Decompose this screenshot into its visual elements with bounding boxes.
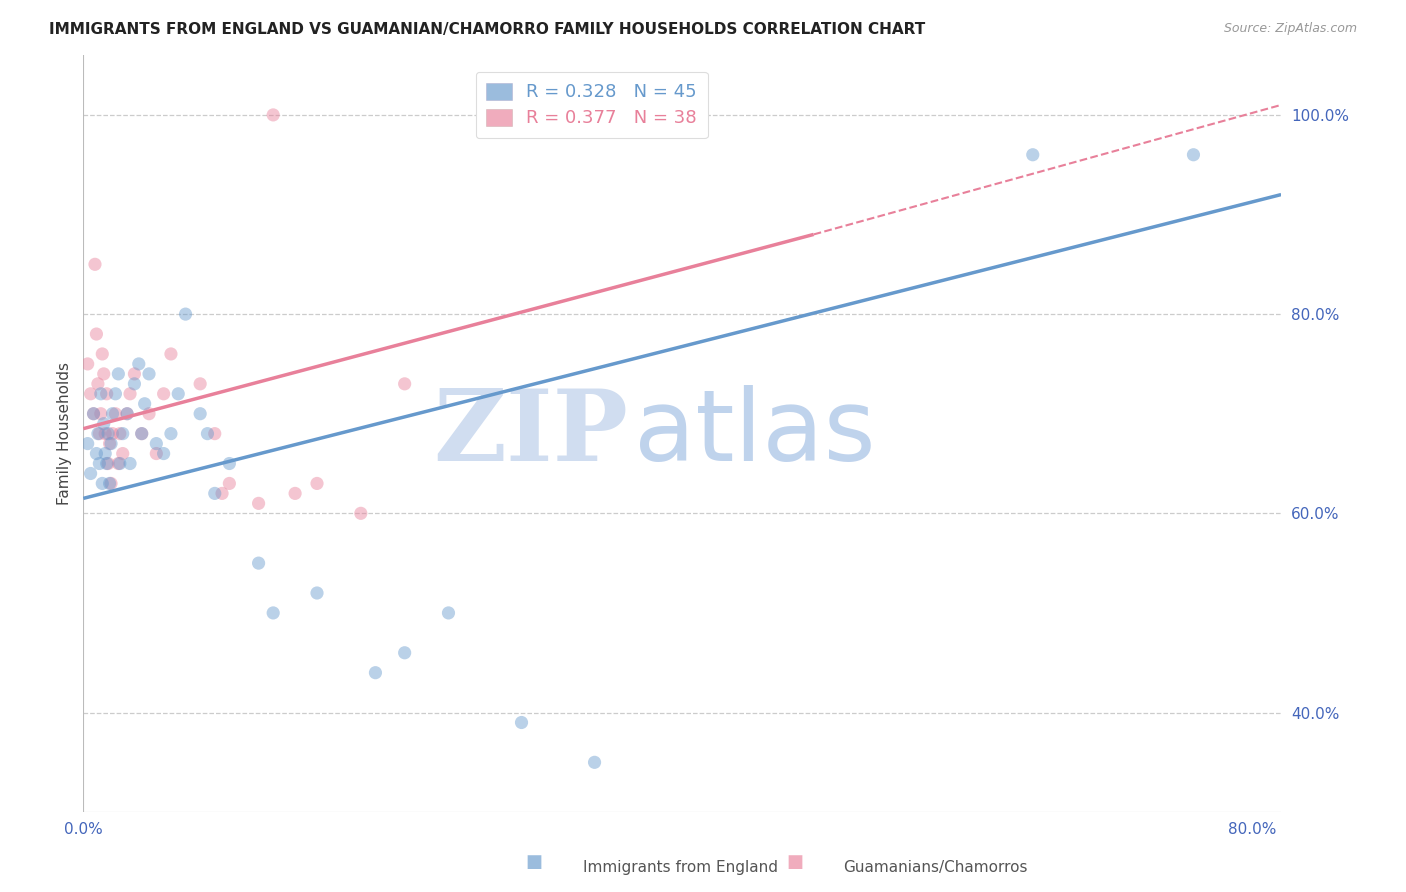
- Point: [115, 407, 138, 421]
- Point: [108, 426, 131, 441]
- Text: IMMIGRANTS FROM ENGLAND VS GUAMANIAN/CHAMORRO FAMILY HOUSEHOLDS CORRELATION CHAR: IMMIGRANTS FROM ENGLAND VS GUAMANIAN/CHA…: [49, 22, 925, 37]
- Point: [394, 646, 416, 660]
- Point: [262, 606, 284, 620]
- Point: [128, 357, 150, 371]
- Legend: R = 0.328   N = 45, R = 0.377   N = 38: R = 0.328 N = 45, R = 0.377 N = 38: [475, 71, 707, 138]
- Point: [96, 457, 118, 471]
- Point: [97, 426, 120, 441]
- Point: [100, 476, 122, 491]
- Point: [87, 376, 110, 391]
- Point: [96, 386, 118, 401]
- Y-axis label: Family Households: Family Households: [58, 362, 72, 505]
- Point: [97, 457, 120, 471]
- Point: [160, 347, 183, 361]
- Point: [218, 476, 240, 491]
- Point: [76, 357, 98, 371]
- Text: ■: ■: [526, 853, 543, 871]
- Point: [118, 457, 141, 471]
- Point: [86, 326, 108, 341]
- Point: [124, 376, 146, 391]
- Point: [437, 606, 460, 620]
- Point: [89, 426, 111, 441]
- Point: [160, 426, 183, 441]
- Point: [111, 446, 134, 460]
- Point: [247, 496, 270, 510]
- Point: [284, 486, 307, 500]
- Point: [90, 386, 112, 401]
- Point: [118, 386, 141, 401]
- Point: [115, 407, 138, 421]
- Point: [218, 457, 240, 471]
- Point: [152, 386, 174, 401]
- Point: [107, 457, 129, 471]
- Point: [79, 467, 101, 481]
- Text: Guamanians/Chamorros: Guamanians/Chamorros: [844, 860, 1028, 874]
- Point: [145, 446, 167, 460]
- Point: [111, 426, 134, 441]
- Point: [204, 426, 226, 441]
- Point: [197, 426, 219, 441]
- Point: [188, 376, 211, 391]
- Point: [510, 715, 533, 730]
- Text: atlas: atlas: [634, 385, 876, 483]
- Point: [90, 407, 112, 421]
- Point: [138, 407, 160, 421]
- Point: [93, 417, 115, 431]
- Point: [138, 367, 160, 381]
- Point: [98, 476, 121, 491]
- Point: [86, 446, 108, 460]
- Text: Immigrants from England: Immigrants from England: [583, 860, 779, 874]
- Point: [101, 407, 124, 421]
- Point: [305, 476, 328, 491]
- Point: [100, 436, 122, 450]
- Point: [108, 457, 131, 471]
- Point: [83, 407, 105, 421]
- Point: [89, 457, 111, 471]
- Point: [394, 376, 416, 391]
- Point: [94, 446, 117, 460]
- Point: [188, 407, 211, 421]
- Point: [131, 426, 153, 441]
- Point: [167, 386, 190, 401]
- Point: [145, 436, 167, 450]
- Point: [76, 436, 98, 450]
- Text: Source: ZipAtlas.com: Source: ZipAtlas.com: [1223, 22, 1357, 36]
- Point: [104, 407, 127, 421]
- Point: [104, 386, 127, 401]
- Point: [131, 426, 153, 441]
- Point: [87, 426, 110, 441]
- Text: ZIP: ZIP: [433, 385, 628, 483]
- Point: [83, 407, 105, 421]
- Point: [174, 307, 197, 321]
- Point: [107, 367, 129, 381]
- Point: [305, 586, 328, 600]
- Point: [211, 486, 233, 500]
- Point: [350, 506, 373, 520]
- Point: [98, 436, 121, 450]
- Point: [91, 476, 114, 491]
- Point: [364, 665, 387, 680]
- Point: [101, 426, 124, 441]
- Point: [1022, 147, 1045, 161]
- Point: [262, 108, 284, 122]
- Point: [79, 386, 101, 401]
- Point: [583, 756, 606, 770]
- Point: [93, 367, 115, 381]
- Point: [204, 486, 226, 500]
- Point: [124, 367, 146, 381]
- Point: [91, 347, 114, 361]
- Point: [134, 397, 156, 411]
- Point: [84, 257, 107, 271]
- Point: [152, 446, 174, 460]
- Point: [247, 556, 270, 570]
- Point: [94, 426, 117, 441]
- Point: [1182, 147, 1205, 161]
- Text: ■: ■: [786, 853, 803, 871]
